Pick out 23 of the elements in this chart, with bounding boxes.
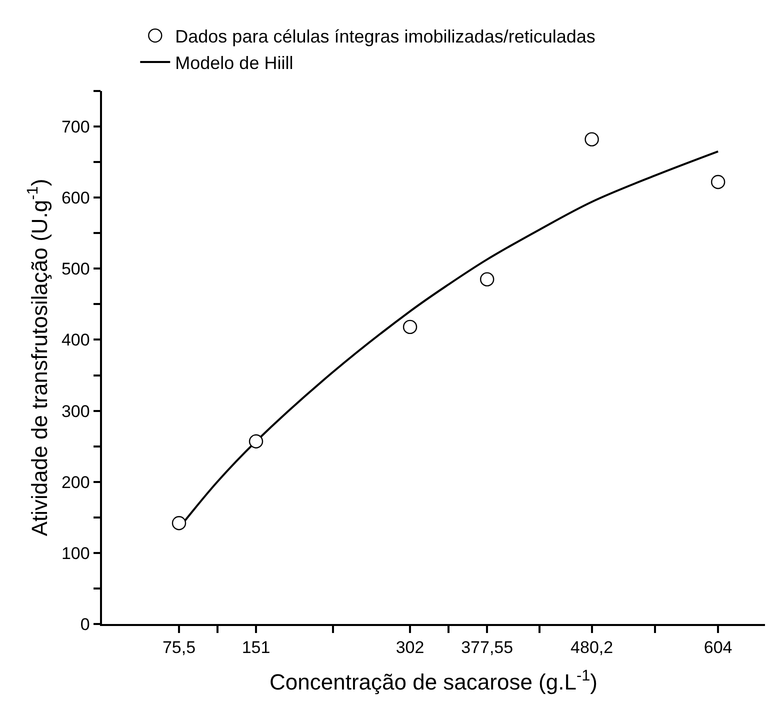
x-tick-label: 75,5 [162, 638, 196, 658]
point [402, 320, 418, 334]
y-tick-label: 0 [80, 614, 90, 634]
point [248, 434, 264, 448]
y-tick-label: 300 [61, 402, 90, 421]
legend-label: Dados para células íntegras imobilizadas/reticuladas [175, 26, 596, 47]
y-tick-label: 600 [61, 188, 90, 208]
point [172, 516, 186, 530]
x-tick-label: 604 [704, 638, 732, 658]
y-tick-label: 500 [61, 260, 90, 279]
x-tick-label: 151 [242, 638, 270, 658]
x-axis-title: Concentração de sacarose (g.L$^{-1}$) [270, 667, 598, 695]
y-tick-label: 400 [61, 330, 90, 350]
y-tick-label: 700 [61, 117, 90, 136]
x-tick-label: 302 [396, 638, 424, 658]
point [584, 132, 599, 146]
x-tick-label: 480,2 [570, 638, 614, 658]
legend-label: Modelo de Hiill [175, 52, 294, 73]
y-tick-label: 100 [61, 544, 90, 563]
y-tick-label: 200 [61, 472, 90, 492]
point [480, 272, 494, 286]
x-tick-label: 377,55 [461, 638, 514, 658]
point [710, 174, 726, 190]
